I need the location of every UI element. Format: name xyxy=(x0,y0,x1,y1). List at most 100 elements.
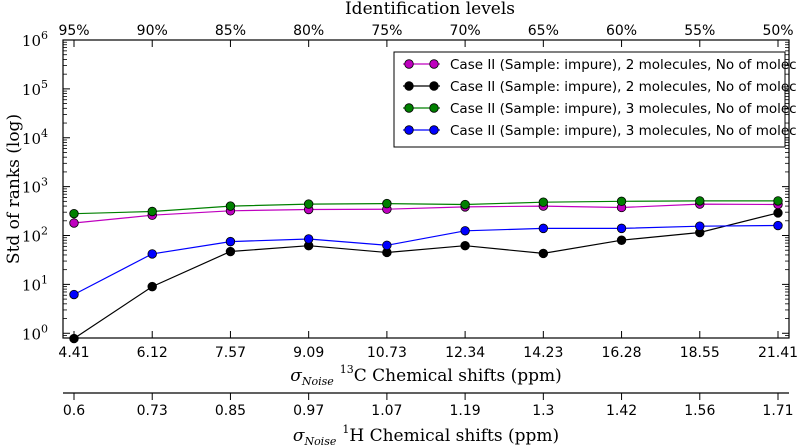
y-tick-exponent: 1 xyxy=(41,273,48,286)
top-tick-label: 50% xyxy=(762,23,793,39)
x-tick-label: 6.12 xyxy=(137,345,168,361)
legend-swatch-marker xyxy=(404,59,414,69)
legend-swatch-marker xyxy=(429,59,439,69)
series-2-point xyxy=(538,248,549,259)
x-tick-label: 9.09 xyxy=(293,345,324,361)
top-tick-label: 80% xyxy=(293,23,324,39)
y-tick-label: 106 xyxy=(22,29,48,50)
y-tick-mantissa: 10 xyxy=(22,32,41,50)
second-x-axis-label: σNoise 1H Chemical shifts (ppm) xyxy=(293,423,559,448)
y-tick-mantissa: 10 xyxy=(22,179,41,197)
second-x-axis-sigma: σ xyxy=(293,426,305,446)
second-x-tick-label: 1.71 xyxy=(762,403,793,419)
y-tick-mantissa: 10 xyxy=(22,130,41,148)
top-tick-label: 85% xyxy=(215,23,246,39)
legend-swatch-marker xyxy=(404,103,414,113)
top-tick-label: 90% xyxy=(137,23,168,39)
series-4-point xyxy=(303,234,314,244)
top-axis-title: Identification levels xyxy=(345,0,515,19)
second-x-tick-label: 0.85 xyxy=(215,403,246,419)
x-tick-label: 14.23 xyxy=(523,345,563,361)
second-x-axis-isotope: 1 xyxy=(342,423,349,436)
top-tick-label: 60% xyxy=(606,23,637,39)
series-4-point xyxy=(460,226,470,236)
top-tick-label: 55% xyxy=(684,23,715,39)
y-tick-mantissa: 10 xyxy=(22,325,41,343)
series-3-point xyxy=(303,199,314,209)
second-x-tick-label: 1.19 xyxy=(450,403,481,419)
y-tick-label: 104 xyxy=(22,127,48,148)
legend-entry-label: Case II (Sample: impure), 3 molecules, N… xyxy=(450,123,797,139)
y-tick-label: 101 xyxy=(22,273,48,294)
series-4-point xyxy=(616,223,627,234)
second-x-tick-label: 1.42 xyxy=(606,403,637,419)
second-x-axis-label-text: H Chemical shifts (ppm) xyxy=(349,426,559,446)
legend: Case II (Sample: impure), 2 molecules, N… xyxy=(393,51,797,148)
y-tick-mantissa: 10 xyxy=(22,228,41,246)
y-axis-label: Std of ranks (log) xyxy=(4,114,24,264)
series-4-point xyxy=(382,240,392,251)
legend-swatch-marker xyxy=(429,81,439,91)
series-3-point xyxy=(382,198,392,209)
series-2-point xyxy=(460,240,470,251)
series-line-2 xyxy=(73,212,779,339)
y-tick-mantissa: 10 xyxy=(22,276,41,294)
series-3-point xyxy=(147,206,157,217)
x-tick-label: 16.28 xyxy=(602,345,642,361)
series-line-3 xyxy=(73,200,778,215)
series-2-point xyxy=(616,235,627,245)
series-3-point xyxy=(695,196,705,206)
x-axis-label-text: C Chemical shifts (ppm) xyxy=(354,366,562,386)
top-tick-label: 70% xyxy=(450,23,481,39)
y-tick-exponent: 3 xyxy=(41,176,48,189)
series-2-point xyxy=(147,281,157,292)
y-tick-exponent: 6 xyxy=(41,29,48,42)
series-4-point xyxy=(773,220,783,231)
second-x-tick-label: 0.97 xyxy=(293,403,324,419)
y-tick-exponent: 4 xyxy=(41,127,48,140)
series-layer xyxy=(69,196,783,344)
legend-swatch-marker xyxy=(429,103,439,113)
series-3-point xyxy=(616,196,627,207)
y-tick-exponent: 2 xyxy=(41,225,48,238)
y-tick-label: 105 xyxy=(22,78,48,99)
x-tick-label: 12.34 xyxy=(445,345,485,361)
top-tick-label: 75% xyxy=(371,23,402,39)
top-tick-label: 95% xyxy=(58,23,89,39)
y-tick-label: 102 xyxy=(22,225,48,246)
legend-swatch-marker xyxy=(404,125,414,135)
x-tick-label: 4.41 xyxy=(58,345,89,361)
second-x-tick-label: 0.6 xyxy=(63,403,85,419)
series-4-point xyxy=(695,221,705,231)
x-tick-label: 7.57 xyxy=(215,345,246,361)
series-line-4 xyxy=(73,224,779,296)
y-tick-exponent: 5 xyxy=(41,78,48,91)
y-tick-label: 103 xyxy=(22,176,48,197)
series-4-point xyxy=(225,236,236,247)
second-x-tick-label: 1.56 xyxy=(684,403,715,419)
top-tick-label: 65% xyxy=(528,23,559,39)
x-axis-sigma: σ xyxy=(290,366,302,386)
x-tick-label: 21.41 xyxy=(758,345,797,361)
series-2-point xyxy=(773,208,783,218)
series-1-point xyxy=(69,218,79,228)
series-3-point xyxy=(460,199,470,210)
series-3-point xyxy=(773,196,783,206)
series-3-point xyxy=(225,201,236,211)
x-axis-label: σNoise 13C Chemical shifts (ppm) xyxy=(290,363,562,388)
second-x-axis-sigma-sub: Noise xyxy=(303,435,336,448)
second-x-tick-label: 0.73 xyxy=(137,403,168,419)
x-tick-label: 18.55 xyxy=(680,345,720,361)
y-tick-mantissa: 10 xyxy=(22,81,41,99)
legend-entry-label: Case II (Sample: impure), 2 molecules, N… xyxy=(450,79,797,95)
legend-swatch-marker xyxy=(429,125,439,135)
series-3-point xyxy=(69,208,79,219)
legend-entry-label: Case II (Sample: impure), 3 molecules, N… xyxy=(450,101,797,117)
legend-box xyxy=(393,51,786,148)
x-tick-label: 10.73 xyxy=(367,345,407,361)
x-axis-isotope: 13 xyxy=(340,363,354,376)
y-tick-exponent: 0 xyxy=(41,322,48,335)
second-x-tick-label: 1.3 xyxy=(532,403,554,419)
series-3-point xyxy=(538,197,549,207)
